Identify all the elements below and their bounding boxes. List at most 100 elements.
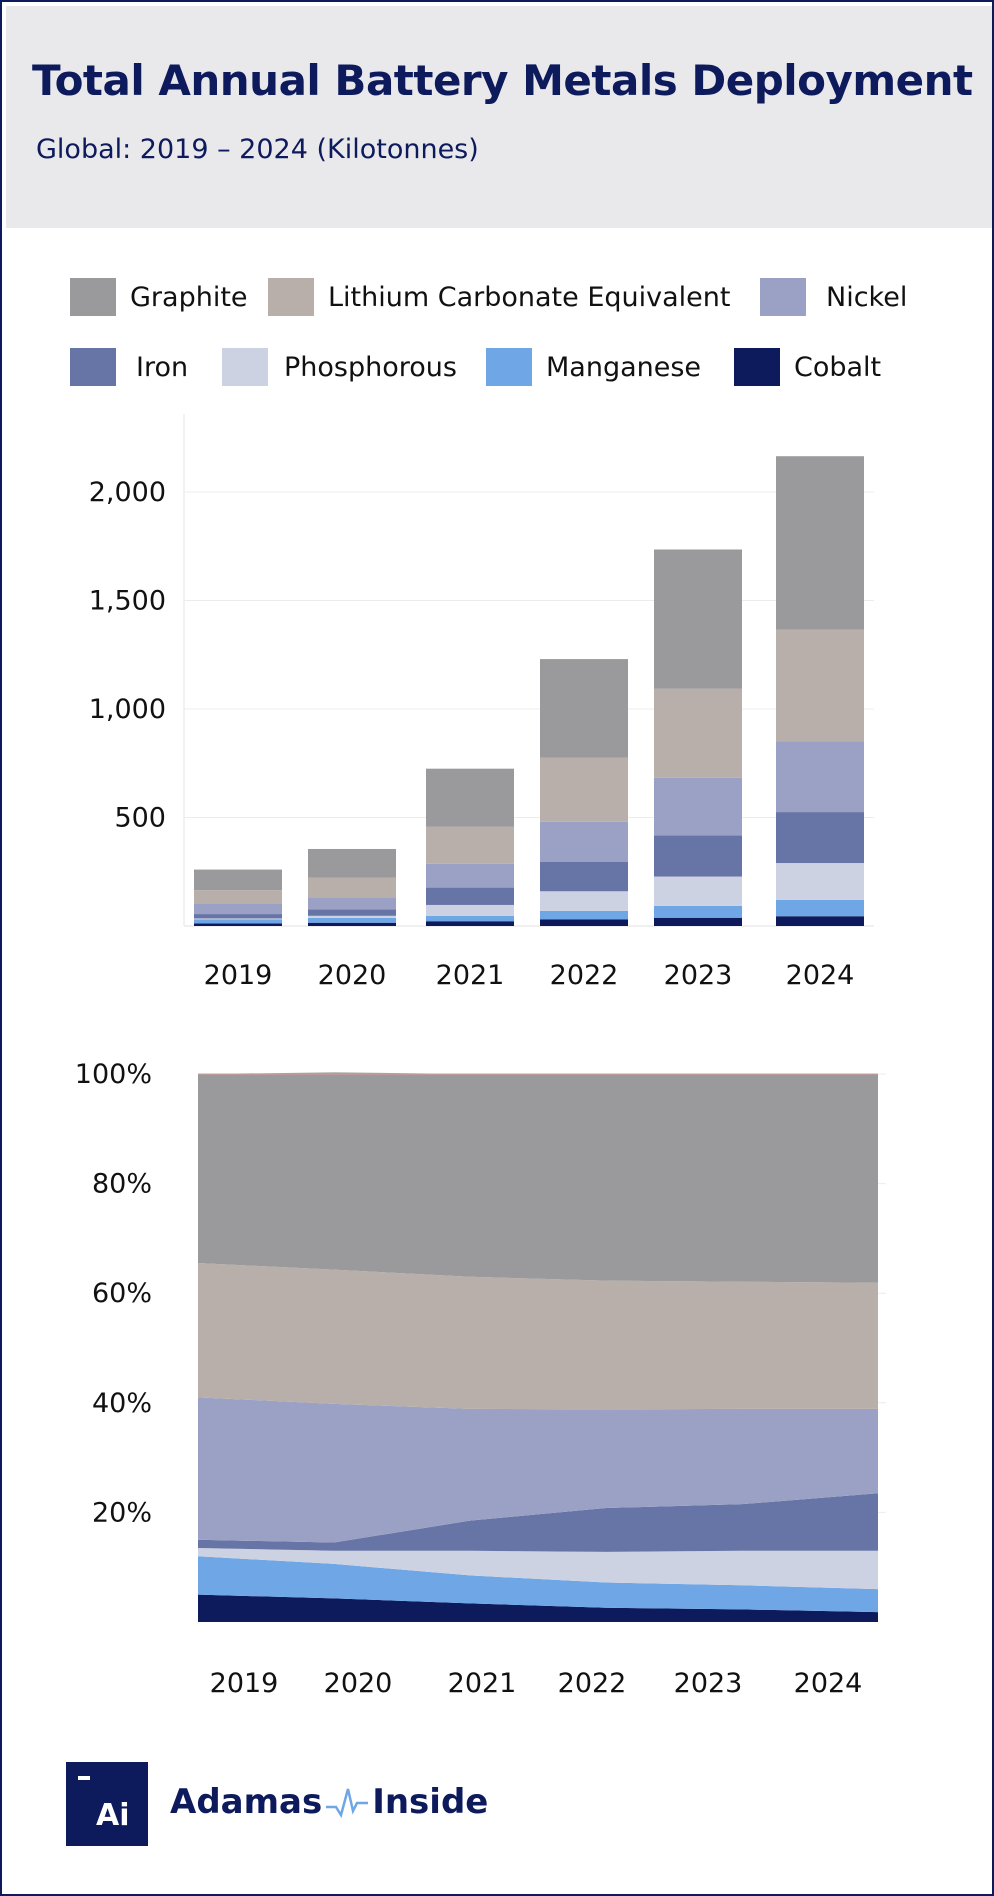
bar-nickel-2019	[194, 903, 282, 915]
bar-cobalt-2022	[540, 919, 628, 926]
bar-cobalt-2024	[776, 916, 864, 926]
bar-manganese-2024	[776, 899, 864, 917]
legend-swatch-phosphorous	[222, 348, 268, 386]
bar-y-tick-label: 1,500	[89, 586, 166, 617]
percent-area-chart: 100% 80% 60% 40% 20% 2019 2020 2021 2022 2023 2024	[75, 1059, 886, 1699]
bar-nickel-2023	[654, 777, 742, 836]
legend-item-lithium: Lithium Carbonate Equivalent	[268, 277, 730, 317]
bar-phosphorous-2021	[426, 904, 514, 916]
bar-manganese-2022	[540, 910, 628, 920]
legend-item-graphite: Graphite	[70, 277, 248, 317]
logo-dash-mark	[78, 1776, 90, 1780]
bar-nickel-2021	[426, 863, 514, 888]
bar-phosphorous-2024	[776, 863, 864, 900]
bar-y-tick-label: 1,000	[89, 694, 166, 725]
legend-swatch-cobalt	[734, 348, 780, 386]
bar-graphite-2021	[426, 768, 514, 827]
legend-swatch-lithium	[268, 278, 314, 316]
legend-item-phosphorous: Phosphorous	[222, 347, 457, 387]
area-phosphorous	[198, 1548, 878, 1590]
bar-iron-2024	[776, 812, 864, 864]
area-y-tick-label: 60%	[92, 1278, 152, 1309]
legend-label-cobalt: Cobalt	[794, 351, 882, 383]
legend-item-nickel: Nickel	[760, 277, 907, 317]
legend-label-lithium: Lithium Carbonate Equivalent	[328, 281, 731, 313]
bar-graphite-2024	[776, 456, 864, 630]
pulse-icon	[326, 1788, 369, 1819]
bar-cobalt-2021	[426, 921, 514, 926]
bar-x-tick-label: 2024	[786, 960, 855, 991]
bar-graphite-2019	[194, 869, 282, 891]
bar-lithium-carbonate-equivalent-2021	[426, 826, 514, 864]
area-graphite	[198, 1072, 878, 1283]
bar-cobalt-2019	[194, 923, 282, 926]
logo-text: Ai	[96, 1798, 130, 1833]
legend-label-manganese: Manganese	[546, 351, 702, 383]
bar-manganese-2023	[654, 905, 742, 918]
bar-nickel-2020	[308, 897, 396, 910]
bar-iron-2023	[654, 835, 742, 877]
area-nickel	[198, 1397, 878, 1543]
bar-x-tick-label: 2019	[204, 960, 273, 991]
bar-cobalt-2020	[308, 922, 396, 926]
bar-lithium-carbonate-equivalent-2022	[540, 757, 628, 822]
bar-graphite-2020	[308, 848, 396, 878]
bar-manganese-2019	[194, 919, 282, 924]
bar-nickel-2022	[540, 821, 628, 862]
legend-swatch-nickel	[760, 278, 806, 316]
bar-phosphorous-2019	[194, 918, 282, 920]
area-manganese	[198, 1556, 878, 1613]
legend-label-graphite: Graphite	[130, 281, 248, 313]
area-iron	[198, 1493, 878, 1552]
bar-manganese-2020	[308, 917, 396, 923]
bar-manganese-2021	[426, 915, 514, 922]
legend-label-phosphorous: Phosphorous	[284, 351, 457, 383]
header-band: Total Annual Battery Metals Deployment G…	[6, 6, 992, 228]
stacked-bar-chart: 2,000 1,500 1,000 500 2019 2020 2021 2022 2023 20…	[89, 414, 874, 991]
area-y-tick-label: 100%	[75, 1059, 152, 1090]
area-x-tick-label: 2021	[448, 1668, 517, 1699]
area-y-tick-label: 80%	[92, 1169, 152, 1200]
bar-lithium-carbonate-equivalent-2019	[194, 890, 282, 904]
bar-y-tick-label: 2,000	[89, 477, 166, 508]
area-y-tick-label: 40%	[92, 1388, 152, 1419]
area-x-tick-label: 2022	[558, 1668, 627, 1699]
legend-label-nickel: Nickel	[826, 281, 908, 313]
chart-legend: Graphite Lithium Carbonate Equivalent Ni…	[2, 272, 994, 392]
legend-item-iron: Iron	[70, 347, 188, 387]
legend-swatch-manganese	[486, 348, 532, 386]
bar-x-tick-label: 2020	[318, 960, 387, 991]
bar-graphite-2022	[540, 659, 628, 758]
bar-phosphorous-2022	[540, 891, 628, 911]
bar-graphite-2023	[654, 549, 742, 689]
bar-x-tick-label: 2023	[664, 960, 733, 991]
area-cobalt	[198, 1594, 878, 1622]
bar-phosphorous-2020	[308, 915, 396, 918]
brand-name-left: Adamas	[170, 1782, 323, 1822]
bar-phosphorous-2023	[654, 876, 742, 906]
area-x-tick-label: 2019	[210, 1668, 279, 1699]
bar-iron-2020	[308, 909, 396, 916]
area-x-tick-label: 2024	[794, 1668, 863, 1699]
bar-nickel-2024	[776, 741, 864, 813]
footer-branding: Ai Adamas Inside	[66, 1762, 666, 1846]
legend-item-cobalt: Cobalt	[734, 347, 881, 387]
bar-y-tick-label: 500	[114, 803, 166, 834]
adamas-logo: Ai	[66, 1762, 148, 1846]
legend-item-manganese: Manganese	[486, 347, 701, 387]
area-y-tick-label: 20%	[92, 1497, 152, 1528]
area-x-tick-label: 2020	[324, 1668, 393, 1699]
legend-label-iron: Iron	[136, 351, 189, 383]
page-title: Total Annual Battery Metals Deployment	[32, 56, 973, 105]
bar-iron-2021	[426, 887, 514, 905]
legend-swatch-iron	[70, 348, 116, 386]
area-x-tick-label: 2023	[674, 1668, 743, 1699]
brand-name-right: Inside	[372, 1782, 489, 1822]
page-subtitle: Global: 2019 – 2024 (Kilotonnes)	[36, 134, 479, 165]
bar-iron-2019	[194, 914, 282, 919]
brand-wordmark: Adamas Inside	[170, 1782, 488, 1822]
bar-iron-2022	[540, 861, 628, 892]
bar-lithium-carbonate-equivalent-2023	[654, 688, 742, 778]
area-lithium-carbonate-equivalent	[198, 1263, 878, 1410]
